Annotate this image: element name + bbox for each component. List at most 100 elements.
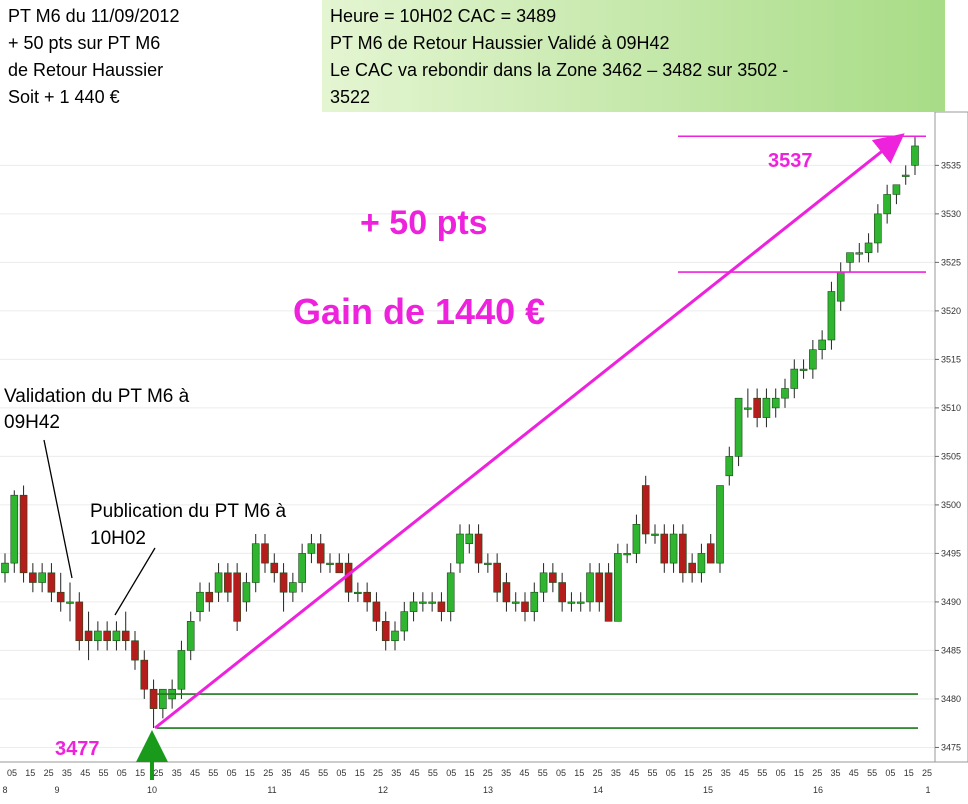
- header-line: Heure = 10H02 CAC = 3489: [330, 6, 556, 26]
- candle-body: [224, 572, 232, 593]
- candle-body: [316, 543, 325, 564]
- x-tick-label: 25: [593, 768, 603, 778]
- header-line: PT M6 de Retour Haussier Validé à 09H42: [330, 33, 670, 53]
- candle-body: [864, 242, 873, 253]
- candle-body: [437, 601, 446, 612]
- candle-body: [651, 533, 659, 536]
- x-tick-label: 35: [501, 768, 511, 778]
- x-tick-label: 05: [336, 768, 346, 778]
- candle-body: [753, 397, 761, 418]
- y-tick-label: 3475: [941, 742, 961, 752]
- header-line: PT M6 du 11/09/2012: [8, 6, 179, 26]
- candle-body: [251, 543, 260, 583]
- candle-body: [911, 145, 919, 166]
- candle-body: [335, 562, 344, 574]
- axis-labels: 3475348034853490349535003505351035153520…: [2, 160, 961, 795]
- candle-body: [511, 601, 520, 604]
- x-tick-label: 15: [135, 768, 145, 778]
- candle-body: [567, 601, 576, 604]
- candle-body: [214, 572, 223, 593]
- candle-body: [159, 688, 167, 709]
- trend-arrow: [154, 133, 905, 730]
- annotation: Publication du PT M6 à: [90, 501, 287, 522]
- candle-body: [298, 553, 306, 583]
- candle-body: [502, 582, 511, 603]
- annotation: 10H02: [90, 528, 146, 549]
- grid: [0, 164, 935, 748]
- candle-body: [391, 630, 399, 642]
- annotation: 3477: [55, 738, 100, 760]
- candle-body: [242, 582, 251, 603]
- candle-body: [846, 252, 854, 263]
- candle-body: [307, 543, 316, 554]
- candle-body: [688, 562, 696, 574]
- x-tick-label: 55: [757, 768, 767, 778]
- candle-body: [112, 630, 121, 642]
- candle-body: [140, 659, 149, 690]
- candle-body: [586, 572, 594, 603]
- y-tick-label: 3520: [941, 306, 961, 316]
- x-hour-label: 12: [378, 785, 388, 795]
- candle-body: [66, 601, 74, 604]
- candle-body: [716, 485, 724, 564]
- candle-body: [799, 368, 808, 371]
- header-line: de Retour Haussier: [8, 60, 163, 80]
- x-tick-label: 05: [7, 768, 17, 778]
- annotation: + 50 pts: [360, 204, 488, 242]
- x-tick-label: 25: [922, 768, 932, 778]
- x-tick-label: 15: [684, 768, 694, 778]
- x-tick-label: 45: [80, 768, 90, 778]
- x-tick-label: 55: [428, 768, 438, 778]
- y-tick-label: 3495: [941, 548, 961, 558]
- candle-body: [456, 533, 464, 564]
- x-tick-label: 05: [556, 768, 566, 778]
- x-tick-label: 35: [172, 768, 182, 778]
- x-tick-label: 45: [739, 768, 749, 778]
- x-hour-label: 14: [593, 785, 603, 795]
- x-tick-label: 35: [62, 768, 72, 778]
- candle-body: [734, 397, 743, 457]
- y-tick-label: 3505: [941, 451, 961, 461]
- candle-body: [372, 601, 381, 622]
- candle-body: [809, 349, 817, 370]
- x-tick-label: 15: [794, 768, 804, 778]
- x-tick-label: 55: [208, 768, 218, 778]
- x-tick-label: 25: [263, 768, 273, 778]
- candle-body: [465, 533, 474, 545]
- x-hour-label: 9: [54, 785, 59, 795]
- candle-body: [205, 591, 214, 603]
- x-hour-label: 11: [267, 785, 276, 795]
- candle-body: [818, 339, 826, 350]
- pointer-line: [114, 547, 156, 616]
- y-tick-label: 3485: [941, 645, 961, 655]
- x-tick-label: 35: [611, 768, 621, 778]
- candle-body: [539, 572, 548, 593]
- x-tick-label: 55: [867, 768, 877, 778]
- candle-body: [84, 630, 93, 642]
- candle-body: [679, 533, 687, 574]
- candle-body: [177, 650, 186, 690]
- candle-body: [19, 494, 28, 574]
- candle-body: [400, 611, 409, 632]
- x-tick-label: 45: [410, 768, 420, 778]
- x-tick-label: 45: [519, 768, 529, 778]
- x-tick-label: 25: [373, 768, 383, 778]
- candle-body: [883, 194, 891, 215]
- x-tick-label: 05: [446, 768, 456, 778]
- candle-body: [121, 630, 130, 642]
- candle-body: [261, 543, 269, 564]
- candle-body: [549, 572, 557, 583]
- y-tick-label: 3490: [941, 597, 961, 607]
- candles: [1, 136, 919, 729]
- x-tick-label: 15: [245, 768, 255, 778]
- candle-body: [669, 533, 678, 564]
- candle-body: [233, 572, 241, 622]
- candle-body: [892, 184, 901, 195]
- header-line: Le CAC va rebondir dans la Zone 3462 – 3…: [330, 60, 788, 80]
- header-left: [0, 0, 320, 112]
- x-tick-label: 05: [117, 768, 127, 778]
- candle-body: [623, 553, 631, 556]
- candle-body: [744, 407, 752, 410]
- y-tick-label: 3480: [941, 694, 961, 704]
